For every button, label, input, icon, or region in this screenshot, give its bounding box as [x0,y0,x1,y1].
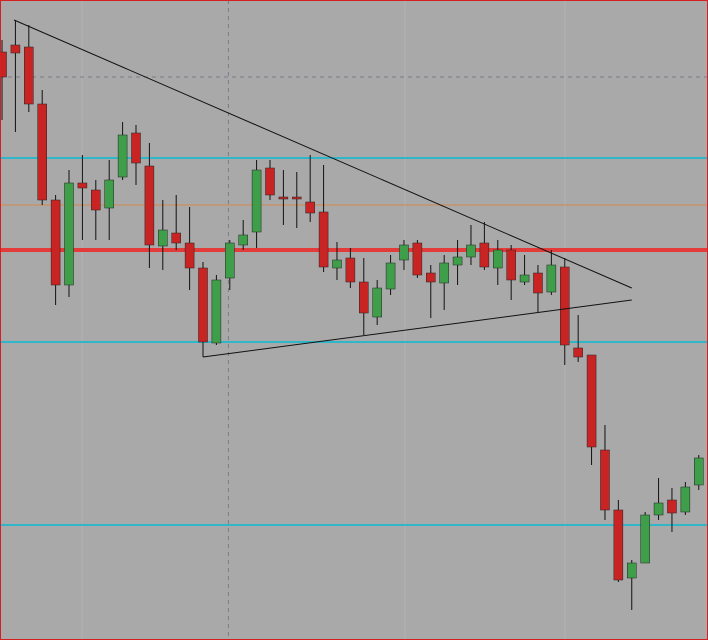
candle-body [305,201,315,214]
candle-body [158,229,168,247]
candle-body [613,509,624,581]
candle-body [104,179,114,209]
candle-body [519,274,530,283]
candle-body [171,232,181,244]
candle-body [332,259,342,269]
candle-body [198,267,208,343]
candle-body [533,272,543,294]
candle-body [251,169,262,233]
candle-body [667,499,677,514]
candle-body [265,167,275,196]
candle-body [91,189,101,211]
candle-body [77,182,88,189]
candle-body [24,46,34,105]
trendline [202,299,632,358]
candle-body [385,262,396,290]
candle-body [50,199,61,286]
candle-body [238,234,248,246]
candle-body [627,562,637,579]
candle-body [10,44,21,54]
candle-body [399,244,409,261]
candle-body [372,287,382,318]
candle-body [694,457,704,486]
candle-body [546,264,557,293]
candle-body [439,262,449,284]
candle-body [586,354,597,448]
candle-body [506,249,516,281]
trendline [13,19,632,289]
candle-body [131,132,141,164]
candle-body [144,165,155,246]
candle-body [0,51,7,78]
candle-body [653,502,664,516]
candle-body [64,182,74,286]
candle-body [680,486,691,513]
candle-body [560,266,570,346]
candle-body [412,242,423,276]
candle-body [117,134,128,178]
candle-body [37,103,47,201]
candle-body [211,279,222,344]
candle-body [359,281,369,314]
candle-body [466,244,476,258]
candle-body [493,249,503,269]
candle-body [318,211,329,268]
candle-body [184,242,195,269]
candle-body [600,449,610,511]
candle-body [640,514,650,564]
candle-body [573,347,583,358]
candle-body [426,272,436,283]
candle-body [292,196,302,200]
candle-body [345,257,356,283]
candle-body [278,196,289,200]
candle-body [225,242,235,279]
candle-body [479,242,490,268]
candle-body [452,256,463,266]
